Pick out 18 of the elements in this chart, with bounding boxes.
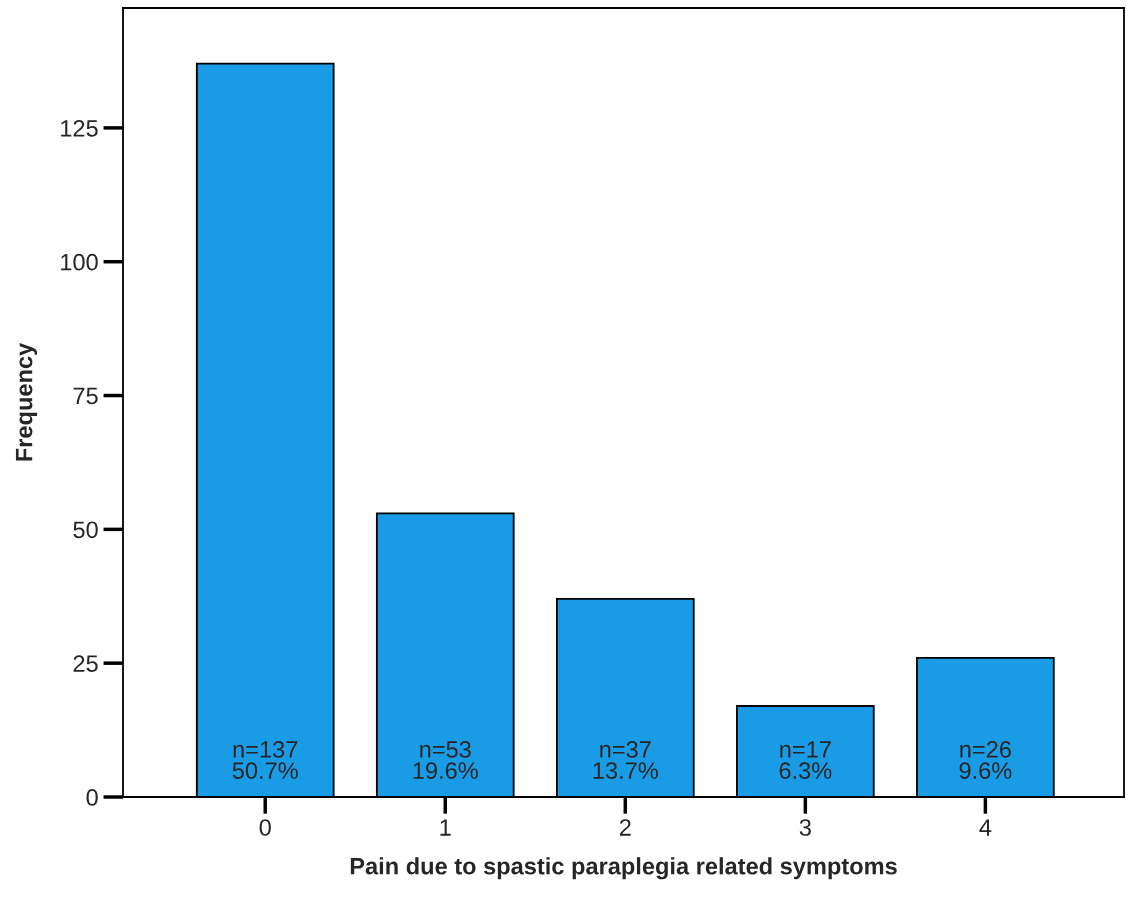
x-tick-label: 3	[799, 819, 811, 836]
y-axis-title: Frequency	[15, 342, 38, 461]
x-axis-title: Pain due to spastic paraplegia related symptoms	[350, 857, 897, 880]
x-tick-label: 1	[440, 819, 451, 836]
y-tick-label: 50	[73, 521, 98, 539]
y-tick-label: 125	[61, 119, 98, 137]
y-tick-label: 25	[73, 655, 98, 672]
y-tick-label: 0	[86, 789, 98, 806]
x-tick-label: 4	[979, 819, 992, 836]
y-tick-label: 100	[61, 253, 98, 271]
data-label: n=26 9.6%	[959, 741, 1012, 779]
x-tick-label: 0	[259, 819, 271, 836]
x-tick-label: 2	[619, 819, 631, 836]
data-label: n=53 19.6%	[413, 741, 478, 779]
data-label: n=37 13.7%	[593, 741, 658, 779]
data-label: n=137 50.7%	[232, 741, 298, 779]
data-label: n=17 6.3%	[779, 741, 832, 779]
y-tick-label: 75	[73, 387, 98, 405]
